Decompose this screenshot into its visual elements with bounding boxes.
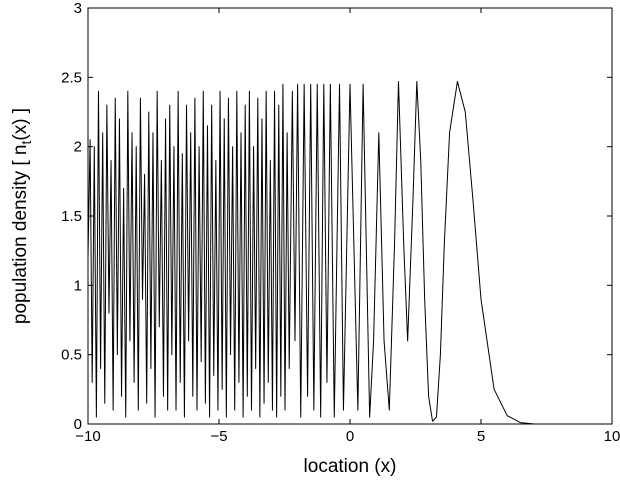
y-tick-label: 2 [74, 139, 82, 156]
x-tick-label: −10 [75, 428, 100, 445]
y-label-rest: (x) ] [10, 108, 31, 141]
x-tick-label: 5 [477, 428, 485, 445]
density-line [87, 80, 612, 425]
y-label-subscript: t [18, 141, 34, 145]
y-tick-label: 1.5 [61, 208, 82, 225]
x-tick-label: 0 [346, 428, 354, 445]
y-tick-label: 0 [74, 416, 82, 433]
y-tick-label: 0.5 [61, 347, 82, 364]
x-tick-label: −5 [210, 428, 227, 445]
y-tick-label: 1 [74, 277, 82, 294]
y-label-main: population density [ n [10, 145, 31, 325]
x-tick-label: 10 [604, 428, 620, 445]
y-axis-label: population density [ nt(x) ] [10, 108, 34, 324]
y-tick-label: 3 [74, 0, 82, 17]
y-tick-label: 2.5 [61, 69, 82, 86]
x-axis-label: location (x) [304, 456, 397, 477]
